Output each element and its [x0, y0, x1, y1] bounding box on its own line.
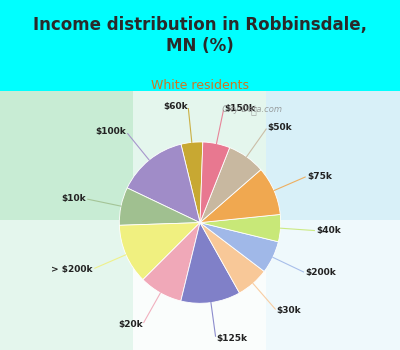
Text: $30k: $30k	[277, 306, 302, 315]
Wedge shape	[200, 215, 281, 242]
Text: $125k: $125k	[216, 334, 247, 343]
Text: > $200k: > $200k	[51, 265, 93, 274]
Text: $100k: $100k	[96, 127, 126, 136]
Text: $10k: $10k	[61, 194, 86, 203]
Text: $75k: $75k	[307, 172, 332, 181]
Text: $50k: $50k	[268, 122, 292, 132]
Text: ⓘ: ⓘ	[251, 105, 257, 116]
Wedge shape	[119, 188, 200, 225]
Wedge shape	[200, 170, 280, 223]
Text: $40k: $40k	[317, 226, 342, 235]
Wedge shape	[181, 142, 203, 223]
Wedge shape	[119, 223, 200, 280]
Wedge shape	[200, 223, 264, 293]
Wedge shape	[200, 142, 230, 223]
Wedge shape	[200, 148, 261, 223]
Text: City-Data.com: City-Data.com	[217, 105, 282, 114]
Text: Income distribution in Robbinsdale,
MN (%): Income distribution in Robbinsdale, MN (…	[33, 16, 367, 55]
Text: $150k: $150k	[224, 104, 255, 113]
Wedge shape	[127, 144, 200, 223]
Wedge shape	[181, 223, 240, 303]
Text: $200k: $200k	[306, 268, 336, 278]
Text: White residents: White residents	[151, 79, 249, 92]
Wedge shape	[200, 223, 278, 271]
Text: $20k: $20k	[118, 320, 143, 329]
Text: $60k: $60k	[164, 102, 188, 111]
Wedge shape	[143, 223, 200, 301]
